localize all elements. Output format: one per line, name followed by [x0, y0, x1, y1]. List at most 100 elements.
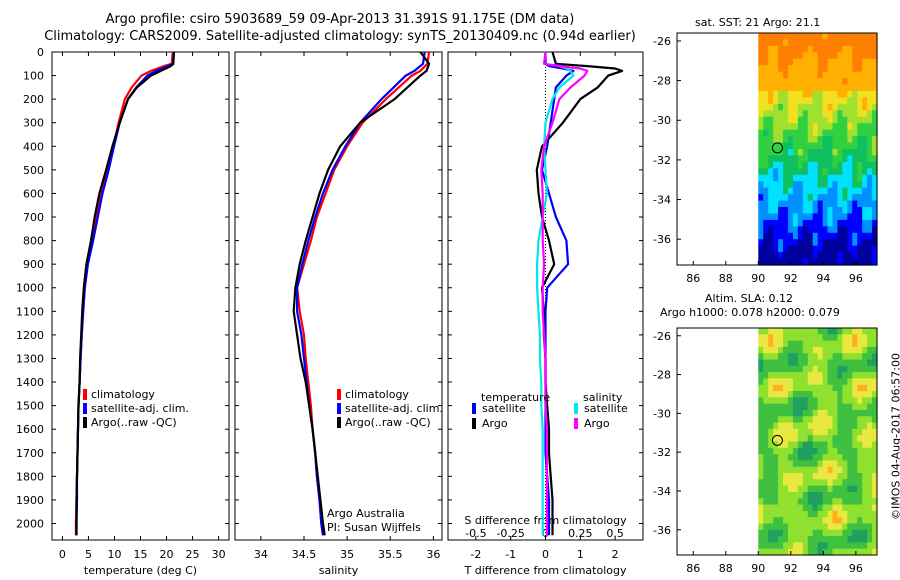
- map-ytick-label: -36: [653, 233, 671, 246]
- legend-swatch: [83, 417, 87, 428]
- map-xtick-label: 86: [686, 272, 700, 285]
- xtick-label: 34.5: [292, 548, 317, 561]
- series-line-argo-raw-qc-: [292, 51, 431, 536]
- xtick-label: 0: [542, 548, 549, 561]
- ytick-label: 1400: [16, 376, 44, 389]
- map-ytick-label: -26: [653, 330, 671, 343]
- float-position-marker: [771, 434, 783, 446]
- xtick-label: -1: [505, 548, 516, 561]
- map-xtick-label: 96: [849, 272, 863, 285]
- ytick-label: 1900: [16, 494, 44, 507]
- xtick-label: 5: [85, 548, 92, 561]
- map-xtick-label: 88: [719, 272, 733, 285]
- legend-swatch: [472, 418, 476, 429]
- map-ytick-label: -34: [653, 194, 671, 207]
- ytick-label: 0: [37, 46, 44, 59]
- map-ytick-label: -28: [653, 75, 671, 88]
- map-xtick-label: 86: [686, 562, 700, 575]
- xtick-label-secondary: 0: [542, 527, 549, 540]
- xtick-label: 35.5: [378, 548, 403, 561]
- legend-swatch: [83, 389, 87, 400]
- ytick-label: 1100: [16, 305, 44, 318]
- legend-label: satellite: [482, 402, 526, 415]
- annotation-line2: PI: Susan Wijffels: [327, 521, 421, 534]
- series-line-climatology: [74, 51, 174, 536]
- map-ytick-label: -32: [653, 446, 671, 459]
- legend-title-temperature: temperature: [481, 391, 550, 404]
- map-field-1: [758, 33, 878, 266]
- figure-title-line2: Climatology: CARS2009. Satellite-adjuste…: [44, 29, 636, 44]
- series-line-argo-raw-qc-: [75, 51, 175, 536]
- ytick-label: 700: [23, 211, 44, 224]
- map-xtick-label: 90: [751, 272, 765, 285]
- xtick-label-secondary: -0.25: [496, 527, 524, 540]
- map-xtick-label: 88: [719, 562, 733, 575]
- ytick-label: 1000: [16, 282, 44, 295]
- legend-swatch: [472, 403, 476, 414]
- legend-swatch: [337, 389, 341, 400]
- map-ytick-label: -30: [653, 114, 671, 127]
- series-line-salinity-satellite: [535, 51, 575, 536]
- legend-label: satellite: [584, 402, 628, 415]
- map2-title-line1: Altim. SLA: 0.12: [705, 292, 794, 305]
- map-ytick-label: -26: [653, 35, 671, 48]
- series-line-salinity-argo: [540, 51, 589, 536]
- ytick-label: 1800: [16, 470, 44, 483]
- series-line-temperature-argo: [535, 51, 624, 536]
- panel-frame-1: [51, 51, 230, 541]
- legend-label: satellite-adj. clim.: [91, 402, 189, 415]
- ytick-label: 600: [23, 187, 44, 200]
- xtick-label: 36: [426, 548, 440, 561]
- map-xtick-label: 92: [784, 272, 798, 285]
- xtick-label: 1: [577, 548, 584, 561]
- map-field-2: [758, 328, 878, 556]
- legend-label: satellite-adj. clim.: [345, 402, 443, 415]
- ytick-label: 200: [23, 93, 44, 106]
- xtick-label: 15: [134, 548, 148, 561]
- xtick-label-secondary: -0.5: [465, 527, 486, 540]
- ytick-label: 1300: [16, 352, 44, 365]
- xtick-label-secondary: 0.25: [568, 527, 593, 540]
- xtick-label: 0: [59, 548, 66, 561]
- ytick-label: 1500: [16, 400, 44, 413]
- legend-label: Argo: [584, 417, 610, 430]
- legend-label: Argo(..raw -QC): [91, 416, 177, 429]
- ytick-label: 500: [23, 164, 44, 177]
- map-ytick-label: -34: [653, 485, 671, 498]
- xtick-label: 30: [212, 548, 226, 561]
- figure-title-line1: Argo profile: csiro 5903689_59 09-Apr-20…: [105, 12, 575, 27]
- map-xtick-label: 94: [816, 272, 830, 285]
- legend-swatch: [574, 403, 578, 414]
- legend-swatch: [574, 418, 578, 429]
- map1-title: sat. SST: 21 Argo: 21.1: [695, 16, 821, 29]
- map-ytick-label: -28: [653, 369, 671, 382]
- legend-swatch: [337, 403, 341, 414]
- xtick-label: 2: [612, 548, 619, 561]
- ytick-label: 1200: [16, 329, 44, 342]
- ytick-label: 900: [23, 258, 44, 271]
- xtick-label: 10: [107, 548, 121, 561]
- legend-title-salinity: salinity: [583, 391, 623, 404]
- series-line-satellite-adj-clim-: [75, 51, 175, 536]
- xaxis-label: T difference from climatology: [464, 564, 627, 577]
- ytick-label: 1600: [16, 423, 44, 436]
- ytick-label: 800: [23, 235, 44, 248]
- map-xtick-label: 92: [784, 562, 798, 575]
- ytick-label: 300: [23, 117, 44, 130]
- xtick-label: 20: [160, 548, 174, 561]
- xtick-label-secondary: 0.5: [606, 527, 624, 540]
- annotation-line1: Argo Australia: [327, 507, 405, 520]
- panel-frame-2: [234, 51, 443, 541]
- map-xtick-label: 94: [816, 562, 830, 575]
- xaxis-label: temperature (deg C): [84, 564, 197, 577]
- map-ytick-label: -36: [653, 524, 671, 537]
- legend-label: Argo: [482, 417, 508, 430]
- copyright-stamp: ©IMOS 04-Aug-2017 06:57:00: [889, 353, 900, 520]
- xtick-label: 25: [186, 548, 200, 561]
- ytick-label: 400: [23, 140, 44, 153]
- float-position-marker: [771, 142, 783, 154]
- legend-label: climatology: [345, 388, 409, 401]
- map-xtick-label: 96: [849, 562, 863, 575]
- legend-label: Argo(..raw -QC): [345, 416, 431, 429]
